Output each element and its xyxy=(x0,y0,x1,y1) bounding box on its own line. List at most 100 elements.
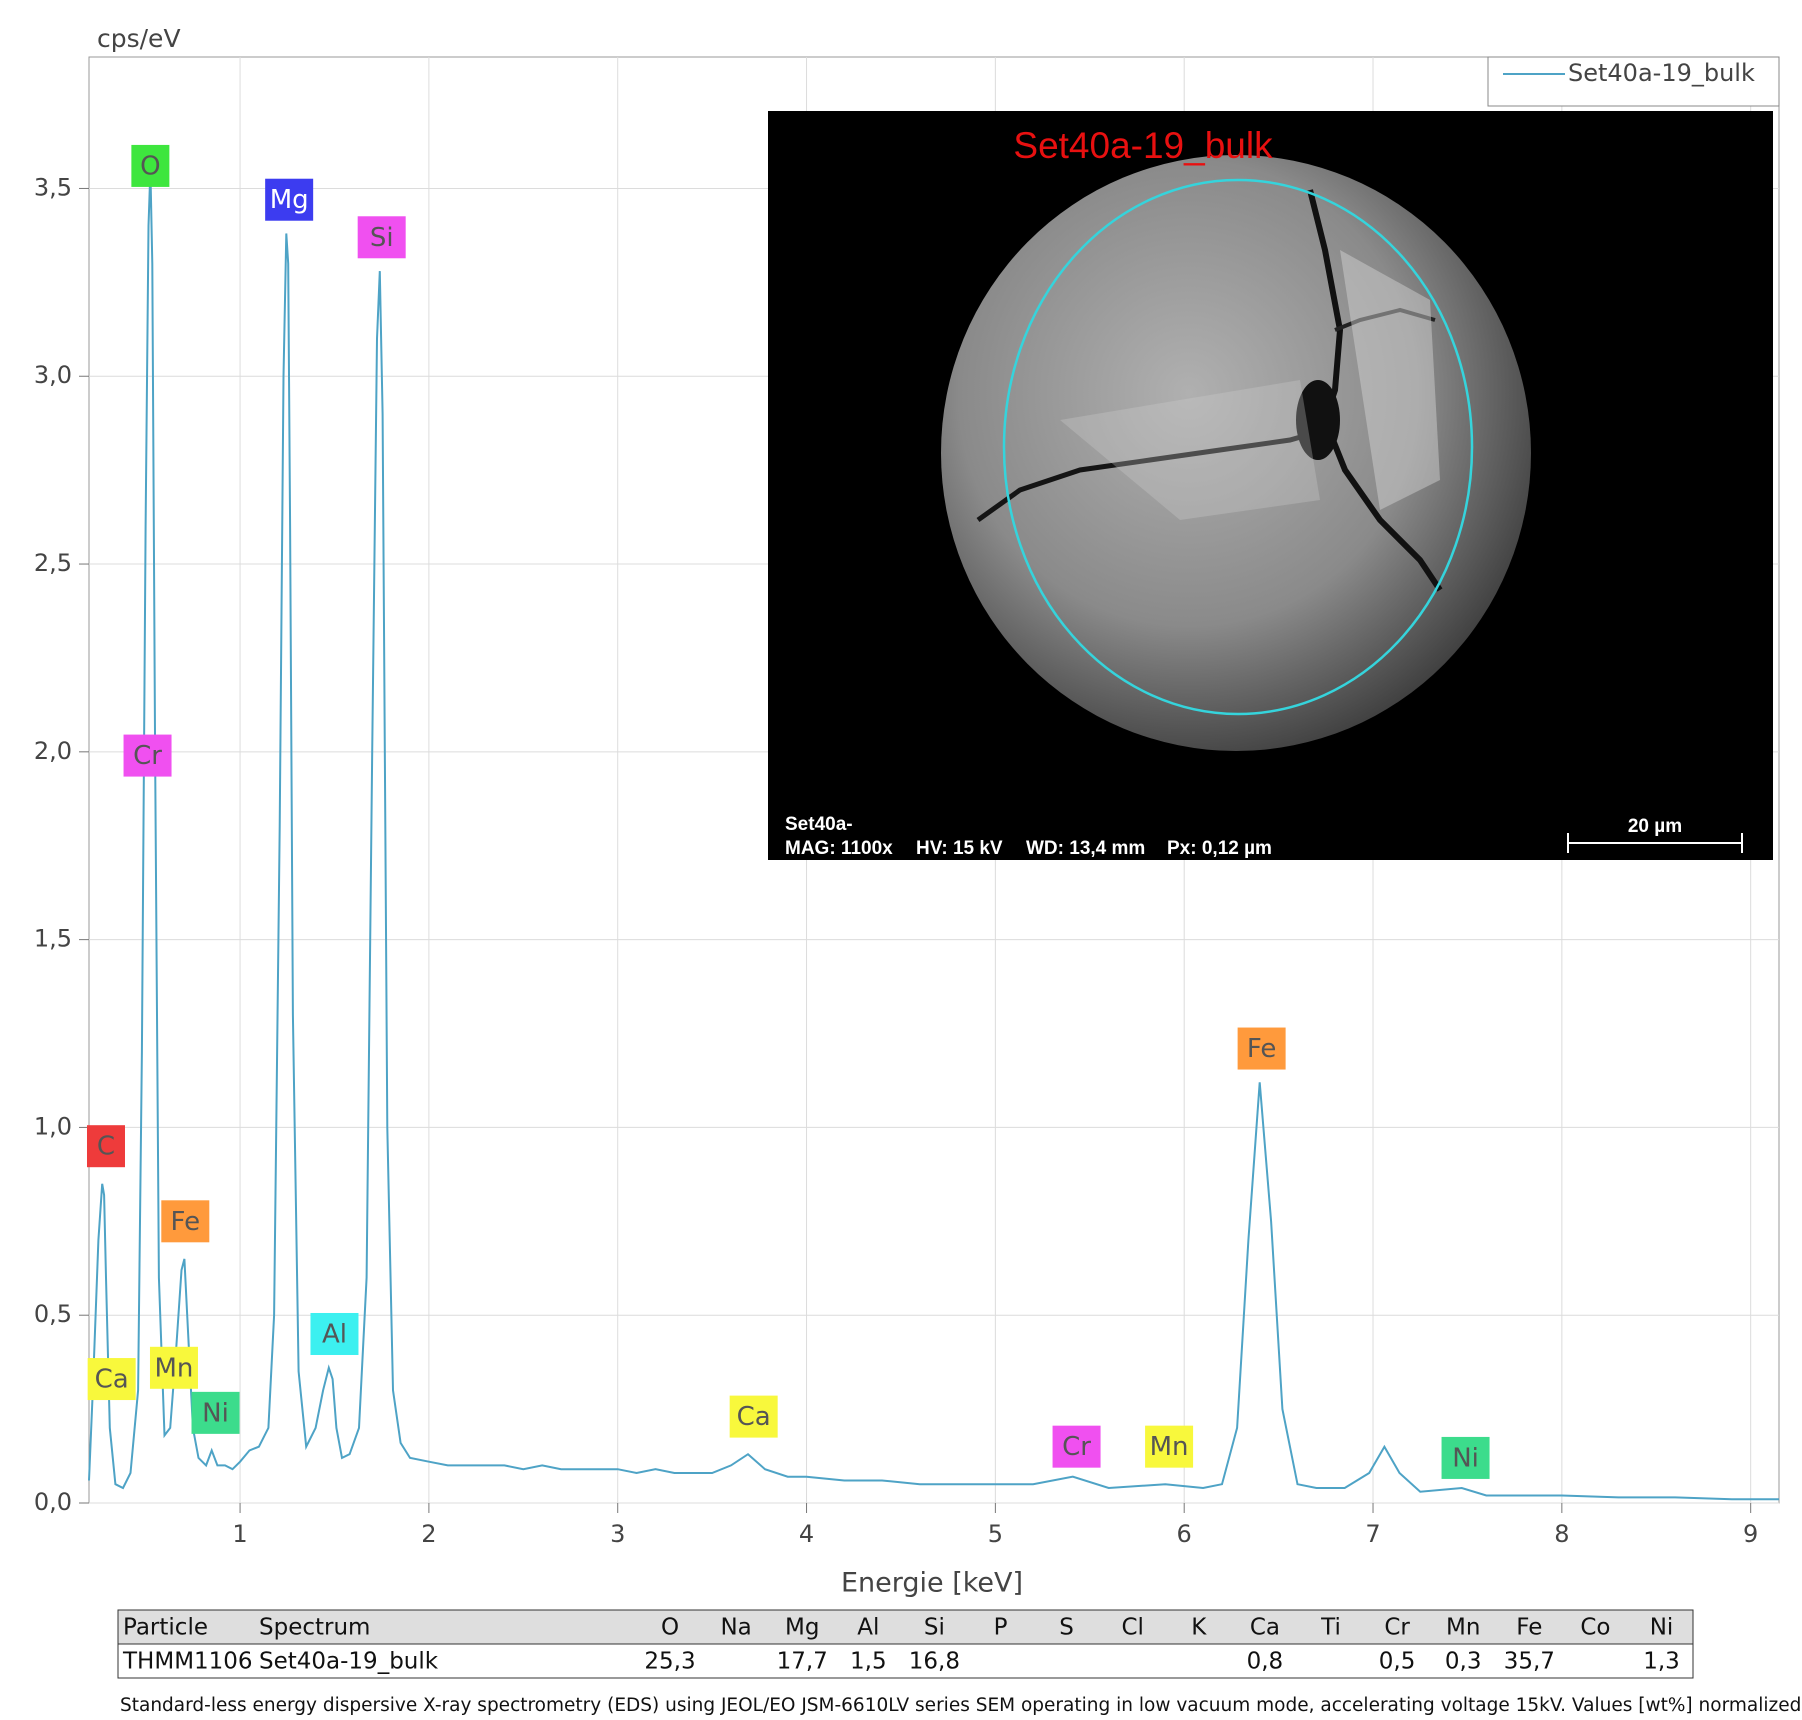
table-header: Ni xyxy=(1650,1615,1674,1641)
peak-label: Cr xyxy=(1062,1432,1091,1462)
x-tick-label: 2 xyxy=(421,1520,436,1548)
table-cell: Set40a-19_bulk xyxy=(259,1649,439,1675)
table-header: Al xyxy=(857,1615,879,1641)
table-header: Cl xyxy=(1121,1615,1143,1641)
table-header: Fe xyxy=(1516,1615,1542,1641)
x-tick-label: 8 xyxy=(1554,1520,1569,1548)
peak-label-box xyxy=(1052,1425,1101,1468)
table-header: O xyxy=(661,1615,679,1641)
dendrites xyxy=(1060,380,1320,520)
inset-info: MAG: 1100x xyxy=(785,838,893,859)
table-cell: 1,3 xyxy=(1643,1649,1680,1675)
peak-label-box xyxy=(149,1346,198,1389)
dendrites xyxy=(1340,250,1440,510)
table-cell: 35,7 xyxy=(1504,1649,1555,1675)
peak-label-box xyxy=(265,178,314,221)
x-tick-label: 1 xyxy=(232,1520,247,1548)
x-tick-label: 5 xyxy=(988,1520,1003,1548)
y-tick-label: 0,0 xyxy=(34,1488,72,1516)
table: Particle Spectrum O Na Mg Al Si P S Cl K Ca Ti Cr Mn Fe… xyxy=(117,1609,1694,1679)
scale-bar-label: 20 µm xyxy=(1628,816,1682,837)
peak-label-box xyxy=(86,1125,125,1168)
caption: Standard-less energy dispersive X-ray sp… xyxy=(120,1695,1802,1716)
peak-label-box xyxy=(131,144,170,187)
table-header: K xyxy=(1191,1615,1207,1641)
peak-label-box xyxy=(1441,1436,1490,1479)
x-axis-title: Energie [keV] xyxy=(841,1568,1023,1599)
analysis-region xyxy=(1002,178,1474,716)
peak-label: Ca xyxy=(737,1402,771,1432)
peak-label-box xyxy=(729,1395,778,1438)
peak-label: C xyxy=(97,1132,115,1162)
x-tick-label: 4 xyxy=(799,1520,814,1548)
peak-label: Cr xyxy=(133,741,162,771)
y-axis-title: cps/eV xyxy=(97,24,181,53)
peak-label-box xyxy=(123,734,172,777)
peak-label-box xyxy=(191,1391,240,1434)
inset-title: Set40a-19_bulk xyxy=(1013,125,1273,166)
table-header: S xyxy=(1059,1615,1074,1641)
table-cell: 1,5 xyxy=(850,1649,887,1675)
legend-label: Set40a-19_bulk xyxy=(1568,59,1755,87)
peak-label-box xyxy=(1237,1027,1286,1070)
table-header: Ca xyxy=(1250,1615,1280,1641)
y-tick-label: 3,5 xyxy=(34,173,72,201)
series xyxy=(88,169,1779,1501)
inset-info: WD: 13,4 mm xyxy=(1026,838,1145,859)
peak-label-box xyxy=(310,1312,359,1355)
particle xyxy=(941,155,1531,751)
x-tick-label: 9 xyxy=(1743,1520,1758,1548)
x-tick-label: 3 xyxy=(610,1520,625,1548)
crack xyxy=(1334,307,1436,332)
peak-label-box xyxy=(357,216,406,259)
x-tick-label: 6 xyxy=(1177,1520,1192,1548)
table-header: P xyxy=(994,1615,1008,1641)
y-tick-label: 0,5 xyxy=(34,1300,72,1328)
legend: Set40a-19_bulk xyxy=(1487,56,1780,107)
table-cell: THMM1106 xyxy=(122,1649,253,1675)
table-header: Ti xyxy=(1320,1615,1341,1641)
peak-label: Mg xyxy=(270,185,309,215)
peak-label-box xyxy=(1145,1425,1194,1468)
y-tick-label: 1,5 xyxy=(34,925,72,953)
y-tick-label: 2,0 xyxy=(34,737,72,765)
pit xyxy=(1296,380,1340,460)
peak-label: Mn xyxy=(155,1353,194,1383)
table-header: Particle xyxy=(123,1615,208,1641)
sem-inset: Set40a-19_bulk Set40a- MAG: 1100x HV: 15… xyxy=(768,111,1773,860)
table-header: Na xyxy=(720,1615,751,1641)
peak-label: Al xyxy=(322,1319,347,1349)
table-cell: 17,7 xyxy=(777,1649,828,1675)
peak-label: Fe xyxy=(171,1207,201,1237)
table-header: Si xyxy=(924,1615,945,1641)
table-cell: 16,8 xyxy=(909,1649,960,1675)
table-cell: 25,3 xyxy=(644,1649,695,1675)
legend-box xyxy=(1487,56,1780,107)
scale-bar xyxy=(1567,833,1743,853)
peak-label: Mn xyxy=(1150,1432,1189,1462)
table-header-bg xyxy=(117,1609,1694,1645)
spectrum-line xyxy=(88,169,1779,1501)
peak-label-box xyxy=(161,1200,210,1243)
inset-info: HV: 15 kV xyxy=(916,838,1003,859)
peak-label: Fe xyxy=(1247,1034,1277,1064)
crack xyxy=(976,427,1326,523)
y-tick-label: 3,0 xyxy=(34,361,72,389)
table-header: Cr xyxy=(1384,1615,1410,1641)
peak-label: Si xyxy=(370,223,394,253)
y-tick-label: 2,5 xyxy=(34,549,72,577)
table-row-bg xyxy=(117,1643,1694,1679)
table-cell: 0,3 xyxy=(1445,1649,1482,1675)
peak-label: Ni xyxy=(202,1398,229,1428)
table-cell: 0,5 xyxy=(1379,1649,1416,1675)
peak-label-box xyxy=(87,1358,136,1401)
y-tick-label: 1,0 xyxy=(34,1112,72,1140)
table-cell: 0,8 xyxy=(1247,1649,1284,1675)
peak-label: O xyxy=(140,151,160,181)
table-header: Mn xyxy=(1446,1615,1480,1641)
peak-label: Ca xyxy=(95,1365,129,1395)
table-header: Mg xyxy=(785,1615,819,1641)
inset-info: Set40a- xyxy=(785,814,853,835)
